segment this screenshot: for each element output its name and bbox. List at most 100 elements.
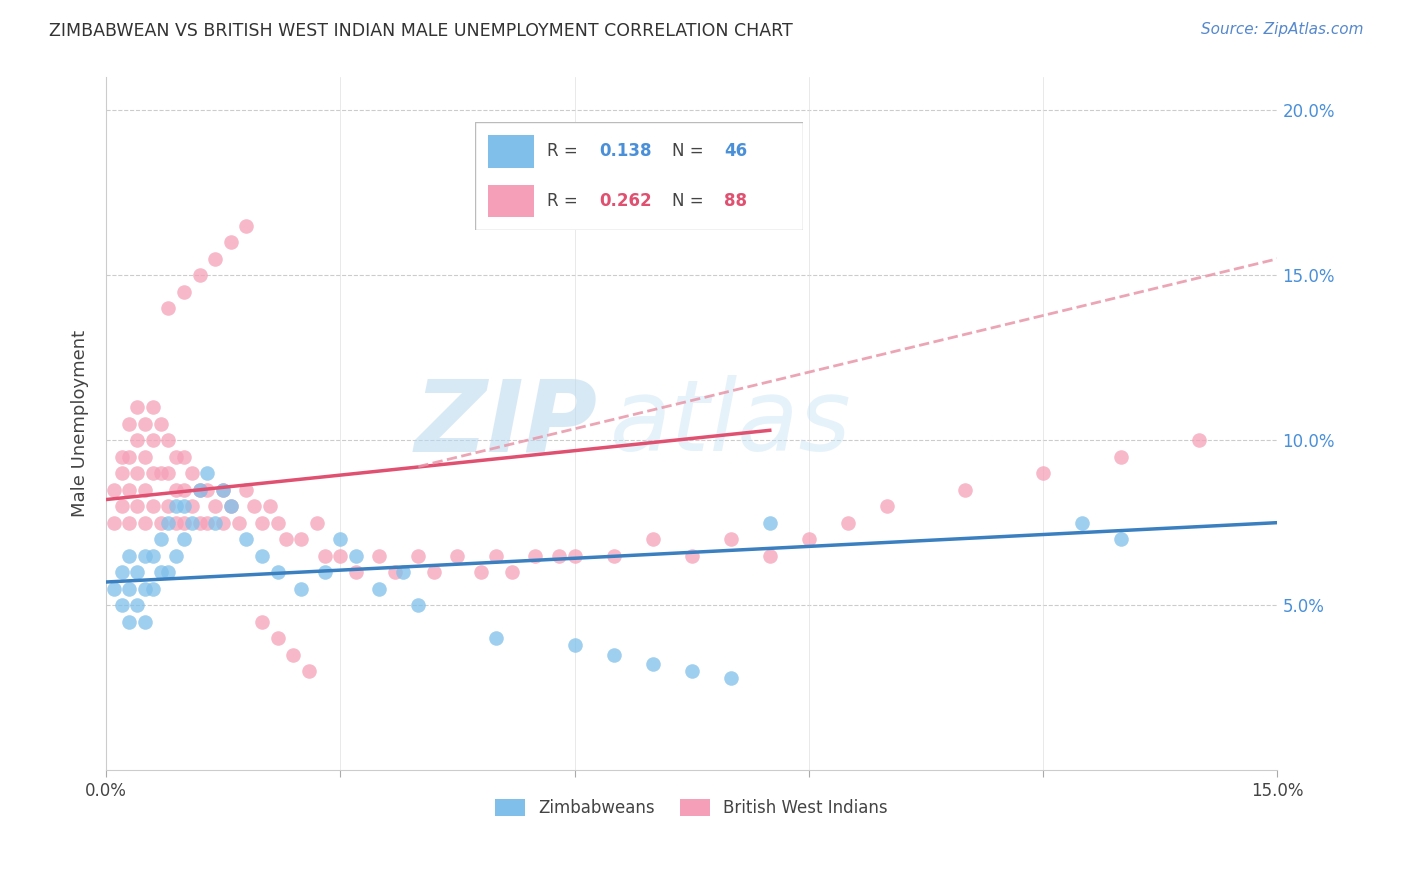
Point [423, 565, 446, 579]
Point [797, 532, 820, 546]
Point [149, 466, 172, 480]
Point [267, 516, 290, 530]
Point [157, 499, 180, 513]
Point [118, 417, 141, 431]
Point [180, 466, 202, 480]
Point [118, 582, 141, 596]
Point [344, 565, 367, 579]
Point [274, 532, 297, 546]
Point [564, 549, 586, 563]
Point [267, 565, 290, 579]
Point [180, 499, 202, 513]
Point [524, 549, 547, 563]
Point [165, 516, 187, 530]
Point [681, 664, 703, 678]
Point [197, 516, 219, 530]
Point [758, 516, 780, 530]
Point [485, 549, 508, 563]
Point [204, 516, 226, 530]
Point [485, 631, 508, 645]
Point [180, 516, 202, 530]
Point [149, 516, 172, 530]
Point [134, 516, 156, 530]
Point [118, 483, 141, 497]
Point [173, 450, 195, 464]
Point [110, 598, 132, 612]
Point [134, 417, 156, 431]
Point [134, 450, 156, 464]
Text: ZIMBABWEAN VS BRITISH WEST INDIAN MALE UNEMPLOYMENT CORRELATION CHART: ZIMBABWEAN VS BRITISH WEST INDIAN MALE U… [49, 22, 793, 40]
Point [110, 450, 132, 464]
Point [314, 549, 336, 563]
Point [142, 434, 165, 448]
Point [283, 648, 305, 662]
Point [165, 549, 187, 563]
Point [305, 516, 328, 530]
Point [641, 532, 664, 546]
Point [314, 565, 336, 579]
Point [197, 483, 219, 497]
Point [110, 565, 132, 579]
Point [290, 532, 312, 546]
Point [758, 549, 780, 563]
Point [1109, 532, 1132, 546]
Point [602, 648, 624, 662]
Point [188, 516, 211, 530]
Point [250, 615, 273, 629]
Point [235, 532, 257, 546]
Point [368, 582, 391, 596]
Point [228, 516, 250, 530]
Point [235, 219, 257, 233]
Point [149, 565, 172, 579]
Point [134, 615, 156, 629]
Point [267, 631, 290, 645]
Point [173, 285, 195, 299]
Point [149, 532, 172, 546]
Point [298, 664, 321, 678]
Point [157, 565, 180, 579]
Point [602, 549, 624, 563]
Point [134, 582, 156, 596]
Point [188, 268, 211, 283]
Point [329, 532, 352, 546]
Point [1032, 466, 1054, 480]
Point [681, 549, 703, 563]
Point [142, 549, 165, 563]
Point [127, 499, 149, 513]
Point [564, 638, 586, 652]
Point [344, 549, 367, 563]
Point [110, 466, 132, 480]
Point [127, 466, 149, 480]
Text: Source: ZipAtlas.com: Source: ZipAtlas.com [1201, 22, 1364, 37]
Point [250, 549, 273, 563]
Point [250, 516, 273, 530]
Point [259, 499, 281, 513]
Point [110, 499, 132, 513]
Point [1109, 450, 1132, 464]
Point [173, 499, 195, 513]
Point [127, 598, 149, 612]
Point [329, 549, 352, 563]
Point [641, 657, 664, 672]
Point [1188, 434, 1211, 448]
Point [391, 565, 413, 579]
Legend: Zimbabweans, British West Indians: Zimbabweans, British West Indians [488, 792, 894, 824]
Point [127, 565, 149, 579]
Point [173, 532, 195, 546]
Point [384, 565, 406, 579]
Text: atlas: atlas [610, 376, 851, 472]
Point [197, 466, 219, 480]
Point [134, 483, 156, 497]
Point [118, 549, 141, 563]
Point [127, 401, 149, 415]
Point [219, 235, 242, 250]
Point [953, 483, 976, 497]
Point [212, 483, 235, 497]
Point [876, 499, 898, 513]
Point [720, 532, 742, 546]
Point [547, 549, 569, 563]
Point [204, 499, 226, 513]
Point [219, 499, 242, 513]
Point [127, 434, 149, 448]
Point [368, 549, 391, 563]
